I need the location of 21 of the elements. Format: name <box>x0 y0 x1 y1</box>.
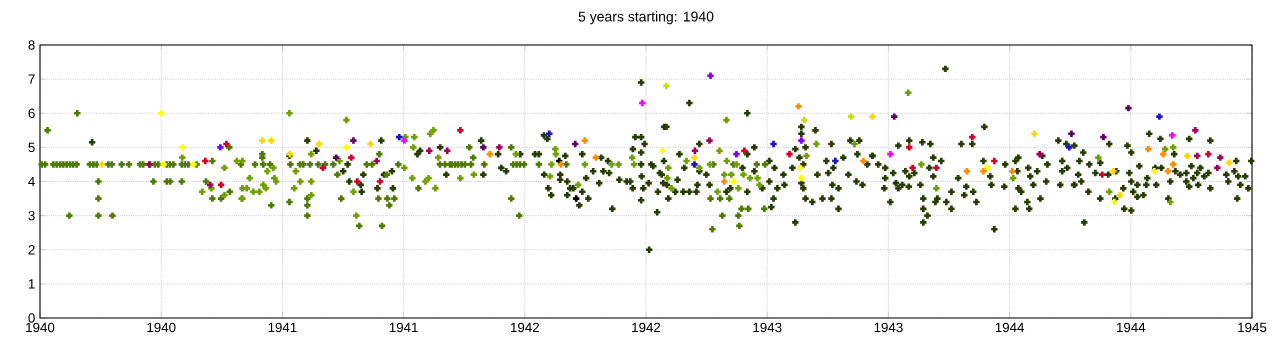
x-tick-label: 1943 <box>753 322 782 333</box>
x-tick-label: 1944 <box>1117 322 1146 333</box>
x-tick-label: 1943 <box>874 322 903 333</box>
x-tick-label: 1944 <box>995 322 1025 333</box>
x-tick-label: 1942 <box>511 322 539 333</box>
y-tick-label: 3 <box>28 210 35 221</box>
y-tick-label: 6 <box>28 108 35 118</box>
x-tick-label: 1940 <box>26 322 55 333</box>
y-tick-label: 4 <box>28 176 35 187</box>
x-tick-label: 1940 <box>147 322 176 333</box>
x-tick-label: 1945 <box>1238 322 1267 333</box>
y-tick-label: 2 <box>28 245 35 255</box>
y-tick-label: 0 <box>28 313 35 323</box>
y-tick-label: 8 <box>28 40 35 50</box>
y-tick-label: 1 <box>28 279 35 289</box>
x-tick-label: 1941 <box>268 322 297 333</box>
chart-title: 5 years starting: 1940 <box>578 11 714 25</box>
y-tick-label: 5 <box>28 142 35 153</box>
x-tick-label: 1942 <box>632 322 661 333</box>
x-tick-label: 1941 <box>389 322 418 333</box>
y-tick-label: 7 <box>28 74 35 84</box>
